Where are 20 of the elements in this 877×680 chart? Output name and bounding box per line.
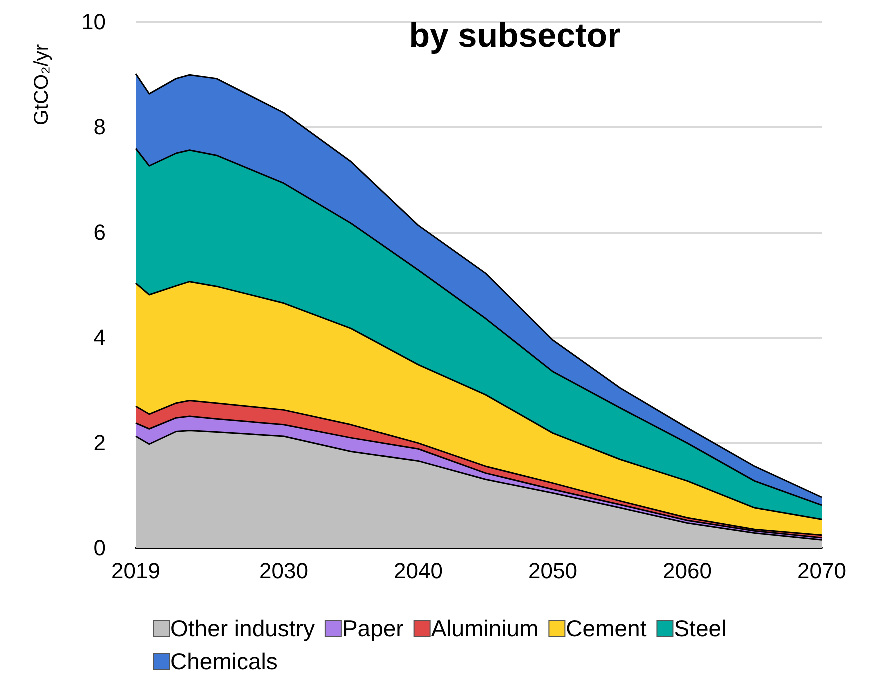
- y-axis-title: GtCO₂/yr: [31, 44, 53, 126]
- y-tick-label: 10: [82, 10, 106, 34]
- legend-label: Steel: [674, 616, 727, 642]
- x-tick-label: 2040: [394, 558, 443, 584]
- y-tick-label: 2: [94, 430, 106, 456]
- x-tick-label: 2030: [259, 558, 308, 584]
- x-tick-label: 2019: [112, 558, 160, 584]
- y-tick-label: 0: [94, 536, 106, 560]
- x-tick-label: 2060: [663, 558, 712, 584]
- x-tick-label: 2070: [798, 558, 846, 584]
- legend-label: Cement: [566, 616, 648, 642]
- x-tick-label: 2050: [528, 558, 578, 584]
- y-tick-label: 4: [94, 325, 106, 350]
- legend-label: Chemicals: [170, 648, 278, 674]
- legend-label: Aluminium: [431, 616, 539, 642]
- legend-label: Paper: [342, 616, 404, 642]
- chart-title: by subsector: [409, 17, 621, 55]
- legend-label: Other industry: [170, 616, 316, 642]
- y-tick-label: 6: [94, 220, 106, 245]
- y-tick-label: 8: [94, 114, 106, 140]
